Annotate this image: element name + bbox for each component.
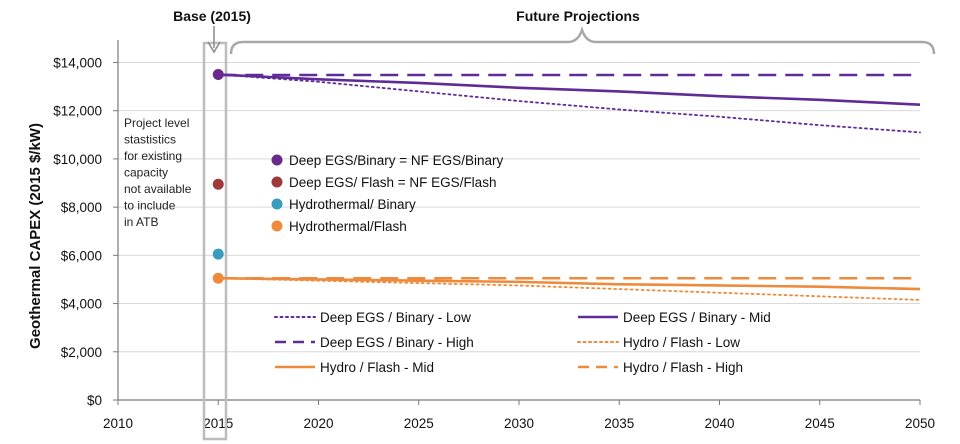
note-layer: Project level stastistics for existing capa… [124,116,192,229]
future-label: Future Projections [516,8,640,24]
ticks-layer: $0 $2,000 $4,000 $6,000 $8,000 $10,000 $12,000… [53,55,935,431]
legend-marker-point [271,198,283,210]
legend-label-series: Hydro / Flash - High [623,360,743,375]
note-line: Project level [124,116,189,130]
base-point-3 [212,248,224,260]
legend-label-point: Hydrothermal/ Binary [289,197,416,212]
x-tick-label: 2035 [604,416,634,431]
grid-layer [118,61,920,353]
note-line: to include [124,199,176,213]
y-tick-label: $10,000 [53,152,102,167]
legend-label-series: Deep EGS / Binary - High [320,335,474,350]
legend-label-point: Deep EGS/ Flash = NF EGS/Flash [289,175,496,190]
series-layer [217,73,921,301]
x-tick-label: 2030 [504,416,534,431]
legend-label-point: Hydrothermal/Flash [289,219,407,234]
y-tick-label: $2,000 [61,345,102,360]
legend-label-series: Hydro / Flash - Low [623,335,740,350]
y-axis-label: Geothermal CAPEX (2015 $/kW) [27,123,44,349]
legend-marker-point [271,176,283,188]
note-line: not available [124,182,192,196]
note-line: capacity [124,166,168,180]
base-label: Base (2015) [173,8,251,24]
x-tick-label: 2010 [103,416,133,431]
base-point-1 [212,69,224,81]
legend-marker-point [271,220,283,232]
legend-label-series: Deep EGS / Binary - Mid [623,310,771,325]
series-line-4 [217,277,921,301]
y-tick-label: $4,000 [61,297,102,312]
series-line-2 [218,73,921,106]
y-tick-label: $0 [87,393,102,408]
points-layer [212,69,224,284]
annotation-layer: Base (2015) Future Projections [173,8,936,441]
base-highlight-box [202,41,228,441]
future-bracket [229,26,936,55]
x-tick-label: 2045 [805,416,835,431]
legend-label-series: Deep EGS / Binary - Low [320,310,471,325]
y-tick-label: $12,000 [53,104,102,119]
note-line: in ATB [124,215,158,229]
base-point-2 [212,178,224,190]
note-line: for existing [124,149,182,163]
series-line-1 [217,73,921,134]
note-line: stastistics [124,133,176,147]
legend-label-point: Deep EGS/Binary = NF EGS/Binary [289,153,503,168]
legend-series: Deep EGS / Binary - Low Deep EGS / Binary… [274,310,771,375]
base-point-4 [212,272,224,284]
legend-marker-point [271,154,283,166]
legend-base-points: Deep EGS/Binary = NF EGS/Binary Deep EGS/… [271,153,503,234]
y-tick-label: $14,000 [53,55,102,70]
x-tick-label: 2020 [303,416,333,431]
x-tick-label: 2015 [203,416,233,431]
y-tick-label: $8,000 [61,200,102,215]
x-tick-label: 2050 [905,416,935,431]
y-tick-label: $6,000 [61,248,102,263]
base-arrow-head-icon [207,41,221,54]
series-line-5 [218,276,921,291]
x-tick-label: 2040 [704,416,734,431]
x-tick-label: 2025 [404,416,434,431]
legend-label-series: Hydro / Flash - Mid [320,360,434,375]
